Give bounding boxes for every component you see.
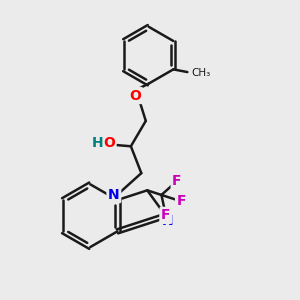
Text: O: O bbox=[103, 136, 115, 150]
Text: F: F bbox=[177, 194, 186, 208]
Text: F: F bbox=[172, 174, 182, 188]
Text: F: F bbox=[161, 208, 170, 222]
Text: O: O bbox=[129, 88, 141, 103]
Text: H: H bbox=[91, 136, 103, 150]
Text: N: N bbox=[161, 214, 173, 228]
Text: CH₃: CH₃ bbox=[191, 68, 211, 78]
Text: N: N bbox=[108, 188, 120, 202]
